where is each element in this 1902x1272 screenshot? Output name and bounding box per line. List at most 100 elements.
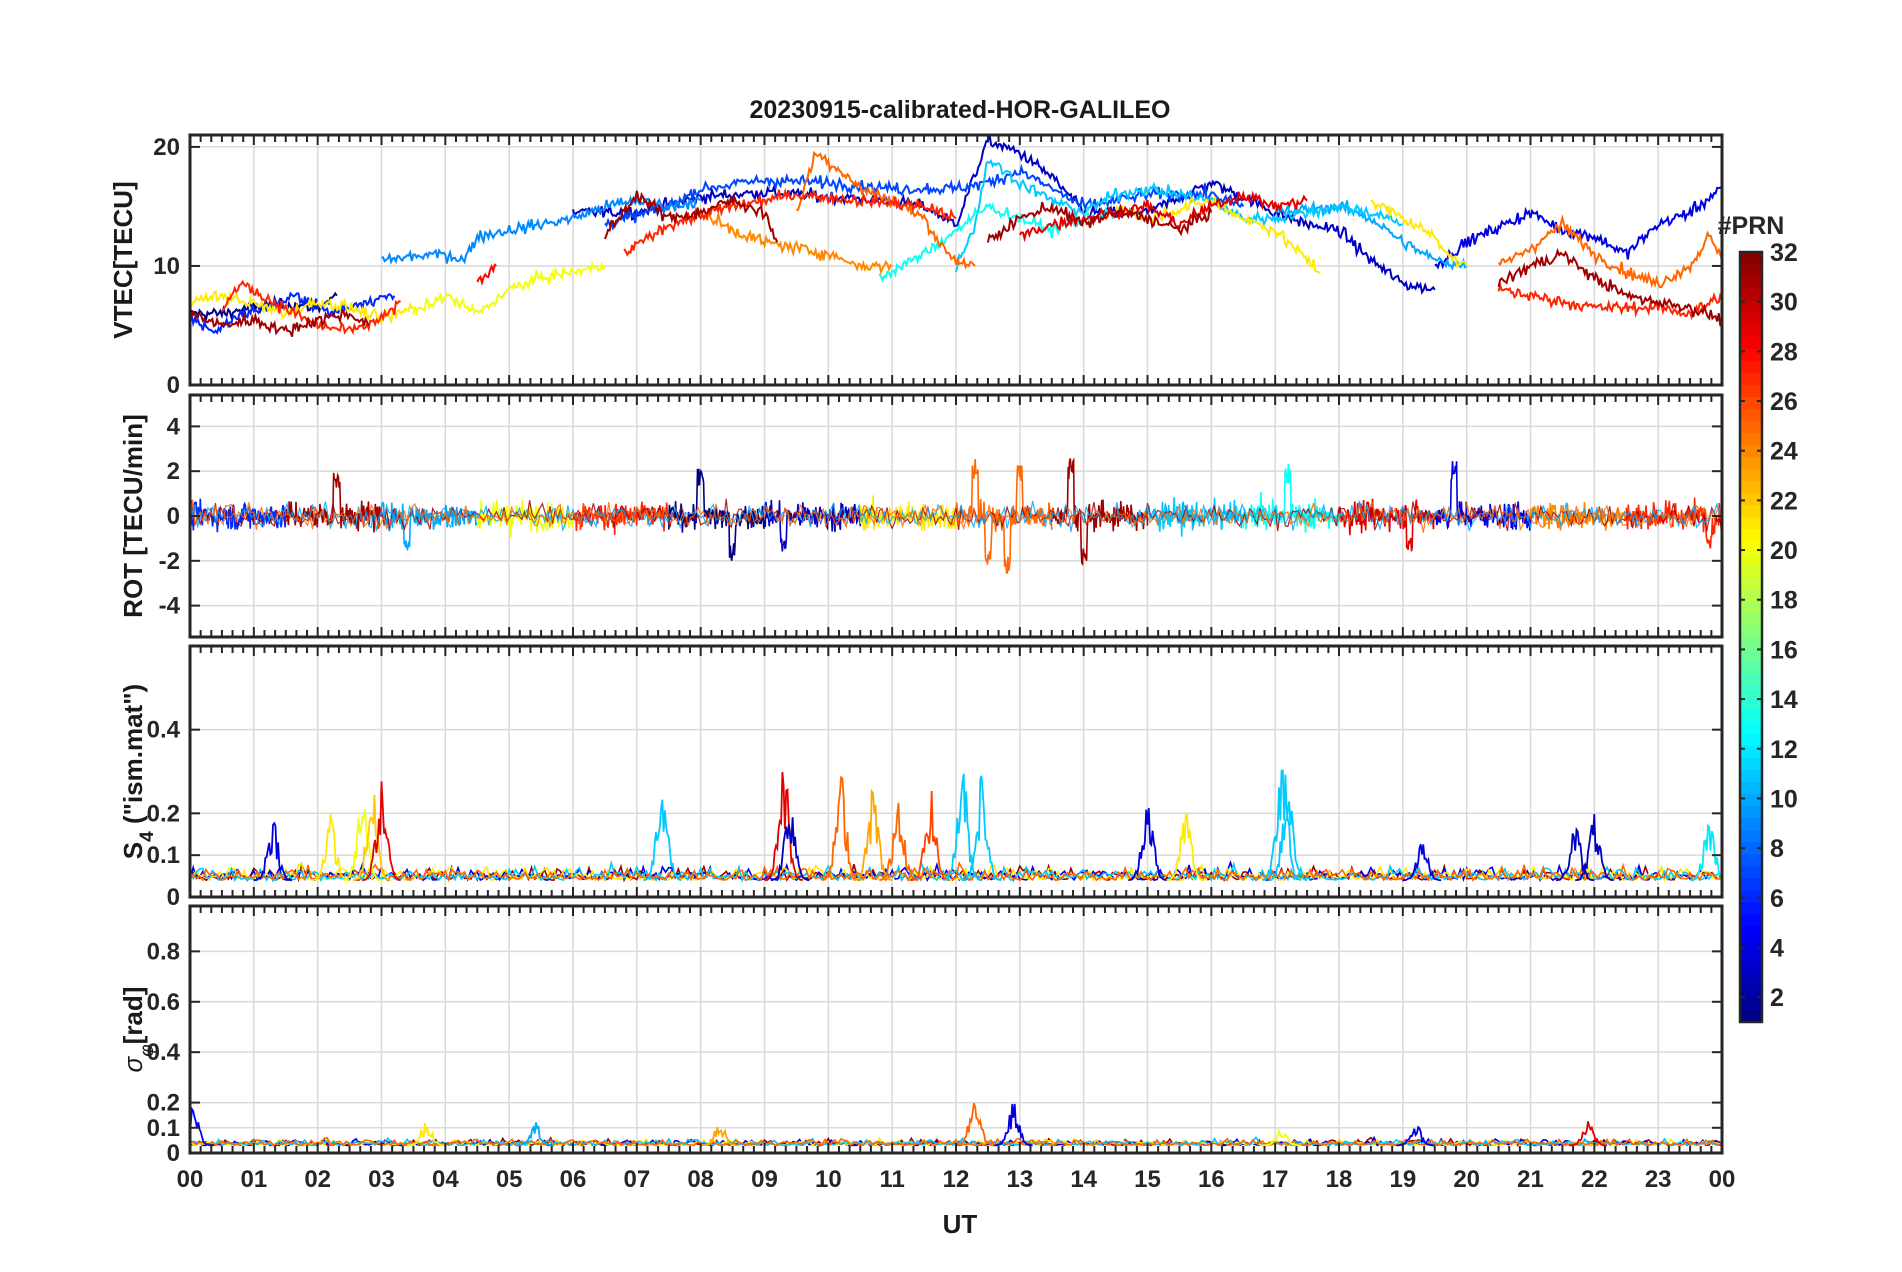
s4-spike-prn-21: [1166, 812, 1206, 882]
y-tick-label: 0.1: [147, 842, 180, 869]
colorbar-step: [1740, 721, 1762, 734]
colorbar-step: [1740, 961, 1762, 975]
x-tick-label: 16: [1198, 1166, 1225, 1193]
colorbar-step: [1740, 396, 1762, 410]
colorbar-tick-label: 8: [1770, 835, 1784, 863]
vtec-series-prn-25: [1497, 214, 1722, 289]
rot-series-prn-25: [955, 459, 1053, 575]
vtec-series-prn-31: [986, 201, 1213, 243]
colorbar-tick-label: 24: [1770, 438, 1798, 466]
s4-spike-prn-21: [311, 814, 350, 882]
sigma_phi-spike-prn-20: [1262, 1127, 1301, 1147]
colorbar-step: [1740, 937, 1762, 951]
vtec-series-prn-7: [604, 163, 1245, 231]
colorbar-step: [1740, 865, 1762, 879]
data-layer: [190, 135, 1722, 1147]
x-tick-label: 07: [623, 1166, 650, 1193]
colorbar-step: [1740, 612, 1762, 626]
colorbar-step: [1740, 697, 1762, 710]
x-tick-label: 06: [560, 1166, 587, 1193]
colorbar-step: [1740, 576, 1762, 590]
x-tick-label: 21: [1517, 1166, 1544, 1193]
x-tick-label: 02: [304, 1166, 331, 1193]
colorbar-step: [1740, 817, 1762, 831]
x-tick-label: 13: [1006, 1166, 1033, 1193]
s4-spike-prn-12: [1690, 823, 1722, 882]
panel-s4-series: [190, 769, 1722, 883]
colorbar-step: [1740, 673, 1762, 686]
colorbar-step: [1740, 757, 1762, 770]
sigma_phi-spike-prn-10: [515, 1122, 554, 1147]
colorbar-step: [1740, 372, 1762, 385]
y-tick-label: 20: [153, 134, 180, 161]
s4-spike-prn-11: [962, 775, 1001, 881]
s4-spike-prn-11: [1262, 769, 1302, 881]
colorbar-step: [1740, 360, 1762, 373]
colorbar-step: [1740, 300, 1762, 313]
colorbar-step: [1740, 348, 1762, 361]
vtec-series-prn-21: [1370, 199, 1468, 269]
x-tick-label: 22: [1581, 1166, 1608, 1193]
x-tick-label: 03: [368, 1166, 395, 1193]
x-tick-label: 14: [1070, 1166, 1097, 1193]
x-tick-label: 10: [815, 1166, 842, 1193]
colorbar-step: [1740, 889, 1762, 903]
vtec-series-prn-6: [190, 291, 396, 335]
s4-spike-prn-20: [343, 809, 382, 882]
s4-spike-prn-3: [1575, 814, 1614, 882]
vtec-series-prn-29: [1018, 190, 1308, 243]
sigma_phi-spike-prn-4: [994, 1103, 1033, 1147]
x-tick-label: 19: [1389, 1166, 1416, 1193]
colorbar-step: [1740, 588, 1762, 602]
colorbar-step: [1740, 1009, 1762, 1023]
s4-spike-prn-29: [764, 771, 804, 881]
vtec-series-prn-27: [1497, 281, 1722, 321]
colorbar-step: [1740, 468, 1762, 482]
colorbar-step: [1740, 805, 1762, 819]
colorbar-step: [1740, 420, 1762, 434]
colorbar-step: [1740, 649, 1762, 662]
colorbar-tick-label: 10: [1770, 785, 1798, 813]
x-tick-label: 00: [1709, 1166, 1736, 1193]
s4-spike-prn-11: [1268, 801, 1308, 882]
colorbar-tick-label: 4: [1770, 934, 1784, 962]
s4-spike-prn-3: [1555, 826, 1595, 882]
colorbar-step: [1740, 252, 1762, 265]
colorbar-step: [1740, 709, 1762, 722]
y-tick-label: 4: [167, 413, 181, 440]
s4-spike-prn-4: [253, 821, 293, 882]
x-tick-label: 00: [177, 1166, 204, 1193]
vtec-series-prn-9: [381, 194, 702, 265]
colorbar-step: [1740, 480, 1762, 494]
colorbar-tick-label: 6: [1770, 885, 1784, 913]
colorbar-step: [1740, 492, 1762, 506]
vtec-series-prn-24: [699, 208, 893, 276]
colorbar-step: [1740, 781, 1762, 795]
y-tick-label: 0.4: [147, 717, 181, 744]
colorbar-step: [1740, 552, 1762, 566]
x-tick-label: 20: [1453, 1166, 1480, 1193]
s4-spike-prn-23: [853, 788, 893, 882]
sigma_phi-spike-prn-25: [955, 1102, 995, 1147]
rot-series-prn-25: [190, 499, 1722, 533]
x-tick-label: 23: [1645, 1166, 1672, 1193]
y-tick-label: 0.6: [147, 989, 180, 1016]
x-tick-label: 15: [1134, 1166, 1161, 1193]
x-tick-label: 04: [432, 1166, 459, 1193]
colorbar-step: [1740, 312, 1762, 325]
x-tick-label: 17: [1262, 1166, 1289, 1193]
colorbar-step: [1740, 384, 1762, 397]
rot-series-prn-29: [1338, 498, 1436, 552]
panel-vtec-series: [190, 135, 1722, 337]
y-tick-label: 0.4: [147, 1039, 181, 1066]
colorbar-step: [1740, 288, 1762, 301]
y-tick-label: 0: [167, 503, 180, 530]
y-tick-label: 2: [167, 458, 180, 485]
colorbar-step: [1740, 901, 1762, 915]
s4-spike-prn-4: [1128, 808, 1167, 882]
colorbar-step: [1740, 661, 1762, 674]
colorbar-tick-label: 20: [1770, 537, 1798, 565]
colorbar-step: [1740, 973, 1762, 987]
